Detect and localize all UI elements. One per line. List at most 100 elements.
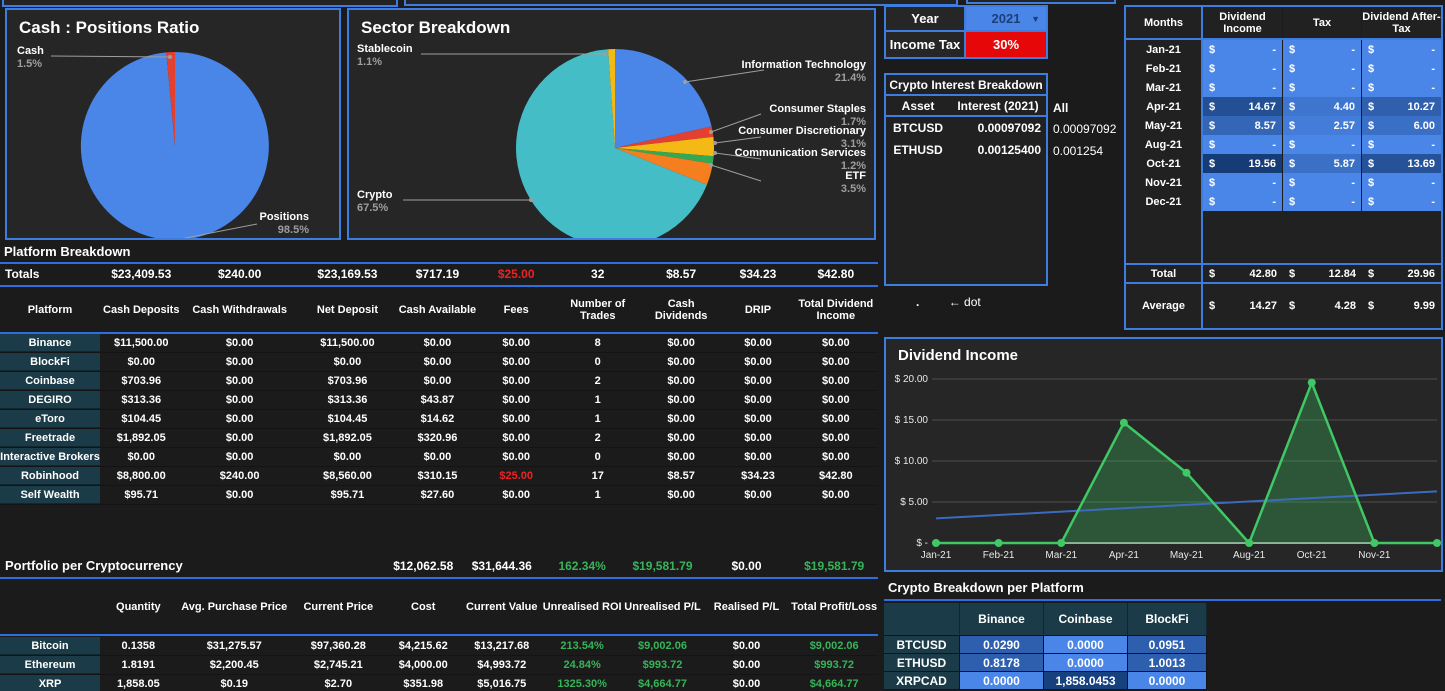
month-label[interactable]: Apr-21 xyxy=(1126,97,1203,116)
cell-value[interactable]: $313.36 xyxy=(297,391,398,409)
data-point[interactable] xyxy=(1245,539,1253,547)
cell-value[interactable]: $993.72 xyxy=(790,656,878,674)
cell-value[interactable]: $993.72 xyxy=(622,656,702,674)
asset-name[interactable]: ETHUSD xyxy=(886,139,950,161)
cell-value[interactable]: $0.00 xyxy=(182,410,296,428)
totals-value[interactable]: 32 xyxy=(556,264,640,284)
cell-value[interactable]: $- xyxy=(1203,40,1283,59)
cell-value[interactable]: $34.23 xyxy=(722,467,793,485)
crypto-name[interactable]: Bitcoin xyxy=(0,637,100,655)
cell-value[interactable]: $0.00 xyxy=(722,391,793,409)
cell-value[interactable]: $14.67 xyxy=(1203,97,1283,116)
cell-value[interactable]: $- xyxy=(1203,173,1283,192)
platform-name[interactable]: Coinbase xyxy=(0,372,100,390)
cell-value[interactable]: 0 xyxy=(556,448,640,466)
cell-value[interactable]: $240.00 xyxy=(182,467,296,485)
cell-value[interactable]: $8,560.00 xyxy=(297,467,398,485)
platform-name[interactable]: Binance xyxy=(0,334,100,352)
cell-value[interactable]: $0.00 xyxy=(703,675,791,691)
cell-value[interactable]: $320.96 xyxy=(398,429,477,447)
cell-value[interactable]: $0.00 xyxy=(640,486,722,504)
cell-value[interactable]: $25.00 xyxy=(477,467,556,485)
cell-value[interactable]: $1,892.05 xyxy=(297,429,398,447)
cell-value[interactable]: 213.54% xyxy=(542,637,622,655)
cell-value[interactable]: $97,360.28 xyxy=(292,637,385,655)
cell-value[interactable]: $0.00 xyxy=(794,486,878,504)
cell-value[interactable]: $0.00 xyxy=(640,448,722,466)
cell-value[interactable]: $0.00 xyxy=(722,353,793,371)
cell-value[interactable]: 0 xyxy=(556,353,640,371)
month-label[interactable]: Oct-21 xyxy=(1126,154,1203,173)
cell-value[interactable]: $0.00 xyxy=(182,334,296,352)
cell-value[interactable]: $- xyxy=(1283,40,1362,59)
cell-value[interactable]: $9.99 xyxy=(1362,284,1441,328)
data-point[interactable] xyxy=(1057,539,1065,547)
sector-breakdown-chart-panel[interactable]: Sector Breakdown Stablecoin1.1%Informati… xyxy=(347,8,876,240)
cell-value[interactable]: $0.00 xyxy=(398,372,477,390)
cell-value[interactable]: $0.00 xyxy=(398,334,477,352)
cell-value[interactable]: $0.00 xyxy=(703,656,791,674)
cell-value[interactable]: $0.00 xyxy=(794,334,878,352)
crypto-name[interactable]: Ethereum xyxy=(0,656,100,674)
all-column-value[interactable]: 0.001254 xyxy=(1053,140,1123,162)
cell-value[interactable]: $0.00 xyxy=(722,334,793,352)
month-label[interactable]: Mar-21 xyxy=(1126,78,1203,97)
income-tax-value[interactable]: 30% xyxy=(966,32,1046,57)
cell-value[interactable]: $9,002.06 xyxy=(790,637,878,655)
totals-value[interactable]: $23,409.53 xyxy=(100,264,182,284)
cell-value[interactable]: $351.98 xyxy=(385,675,462,691)
cell-value[interactable]: $11,500.00 xyxy=(100,334,182,352)
interest-value[interactable]: 0.00097092 xyxy=(950,117,1046,139)
cell-value[interactable]: 8 xyxy=(556,334,640,352)
data-point[interactable] xyxy=(1183,469,1191,477)
month-label[interactable]: Dec-21 xyxy=(1126,192,1203,211)
totals-value[interactable]: $42.80 xyxy=(794,264,878,284)
cell-value[interactable]: 1 xyxy=(556,486,640,504)
cell-value[interactable]: 1 xyxy=(556,410,640,428)
platform-name[interactable]: Self Wealth xyxy=(0,486,100,504)
cell-value[interactable]: $0.00 xyxy=(477,448,556,466)
cell-value[interactable]: $4,664.77 xyxy=(790,675,878,691)
cell-value[interactable]: $0.00 xyxy=(794,391,878,409)
cell-value[interactable]: $- xyxy=(1362,192,1441,211)
month-label[interactable]: Aug-21 xyxy=(1126,135,1203,154)
cell-value[interactable]: $8.57 xyxy=(1203,116,1283,135)
cell-value[interactable]: $6.00 xyxy=(1362,116,1441,135)
summary-value[interactable]: $31,644.36 xyxy=(462,555,542,576)
data-point[interactable] xyxy=(1370,539,1378,547)
cell-value[interactable]: 0.0000 xyxy=(1044,636,1128,654)
platform-name[interactable]: eToro xyxy=(0,410,100,428)
summary-value[interactable]: $19,581.79 xyxy=(622,555,702,576)
cell-value[interactable]: $0.00 xyxy=(722,372,793,390)
cell-value[interactable]: $0.00 xyxy=(398,353,477,371)
cell-value[interactable]: $0.00 xyxy=(640,372,722,390)
cell-value[interactable]: $- xyxy=(1283,173,1362,192)
cell-value[interactable]: 1325.30% xyxy=(542,675,622,691)
cell-value[interactable]: $4,215.62 xyxy=(385,637,462,655)
cell-value[interactable]: $0.00 xyxy=(477,391,556,409)
asset-name[interactable]: BTCUSD xyxy=(886,117,950,139)
cell-value[interactable]: $9,002.06 xyxy=(622,637,702,655)
data-point[interactable] xyxy=(1308,379,1316,387)
dot-char[interactable]: . xyxy=(916,295,919,309)
month-label[interactable]: Jan-21 xyxy=(1126,40,1203,59)
platform-name[interactable]: Freetrade xyxy=(0,429,100,447)
platform-name[interactable]: BlockFi xyxy=(0,353,100,371)
cell-value[interactable]: $0.00 xyxy=(640,353,722,371)
cell-value[interactable]: $0.00 xyxy=(477,429,556,447)
cell-value[interactable]: $- xyxy=(1362,78,1441,97)
cell-value[interactable]: $0.00 xyxy=(100,448,182,466)
cell-value[interactable]: $0.00 xyxy=(182,372,296,390)
cell-value[interactable]: $0.00 xyxy=(722,429,793,447)
cell-value[interactable]: $0.00 xyxy=(794,410,878,428)
summary-value[interactable]: $12,062.58 xyxy=(385,555,462,576)
cell-value[interactable]: $43.87 xyxy=(398,391,477,409)
cell-value[interactable]: $14.62 xyxy=(398,410,477,428)
cell-value[interactable]: $14.27 xyxy=(1203,284,1283,328)
cell-value[interactable]: $4.28 xyxy=(1283,284,1362,328)
interest-value[interactable]: 0.00125400 xyxy=(950,139,1046,161)
cell-value[interactable]: $0.00 xyxy=(794,429,878,447)
data-point[interactable] xyxy=(932,539,940,547)
cell-value[interactable]: $0.00 xyxy=(182,353,296,371)
cell-value[interactable]: $19.56 xyxy=(1203,154,1283,173)
